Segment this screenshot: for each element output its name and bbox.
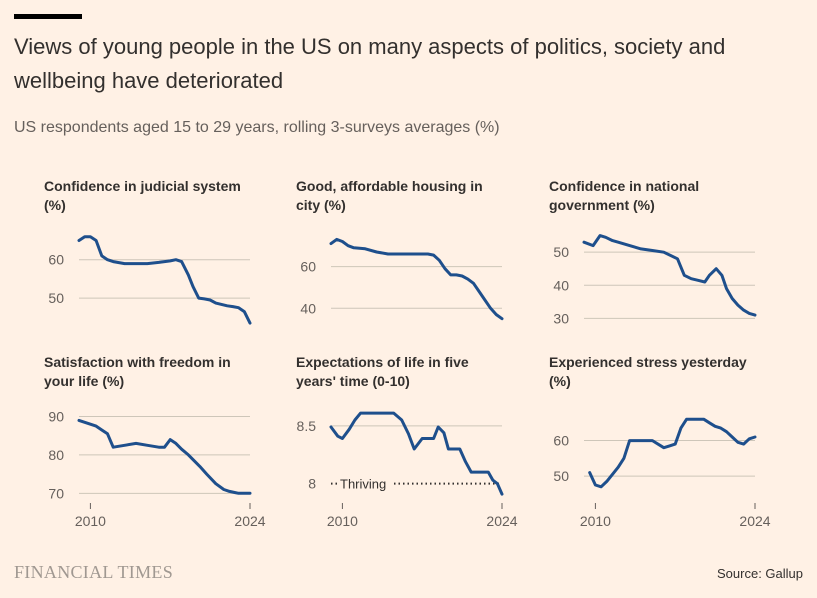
panel-chart: 40 60 (300, 237, 504, 321)
ft-logo: FINANCIAL TIMES (14, 562, 174, 582)
panel-chart: 70 80 90 2010 2024 (48, 409, 265, 529)
panel-chart: 8 8.5 Thriving 2010 2024 (297, 411, 518, 529)
x-tick-label: 2010 (580, 513, 611, 529)
x-tick-label: 2024 (234, 513, 265, 529)
panel-expectations: Expectations of life in five years' time… (266, 353, 518, 529)
panel-title: Experienced stress yesterday (%) (549, 354, 747, 389)
series-line (329, 411, 504, 496)
series-line (77, 235, 252, 325)
x-tick-label: 2024 (486, 513, 517, 529)
panel-title: Confidence in judicial system (%) (44, 178, 241, 213)
y-tick-label: 80 (48, 447, 64, 463)
y-tick-label: 60 (553, 433, 569, 449)
y-tick-label: 60 (48, 252, 64, 268)
source-note: Source: Gallup (717, 566, 803, 581)
y-tick-label: 90 (48, 409, 64, 425)
chart-title: Views of young people in the US on many … (14, 34, 726, 93)
y-tick-label: 60 (300, 259, 316, 275)
y-tick-label: 40 (300, 300, 316, 316)
y-tick-label: 8 (308, 476, 316, 492)
series-line (77, 418, 252, 495)
panel-title: Expectations of life in five years' time… (296, 354, 469, 389)
y-tick-label: 50 (553, 244, 569, 260)
y-tick-label: 40 (553, 277, 569, 293)
panel-stress: Experienced stress yesterday (%) 50 60 201… (519, 353, 771, 529)
x-tick-label: 2010 (327, 513, 358, 529)
panel-housing: Good, affordable housing in city (%) 40 6… (266, 177, 506, 352)
panel-government: Confidence in national government (%) 30… (519, 177, 759, 352)
panel-chart: 50 60 2010 2024 (553, 417, 771, 529)
panel-title: Satisfaction with freedom in your life (… (44, 354, 231, 389)
y-tick-label: 50 (48, 290, 64, 306)
y-tick-label: 70 (48, 485, 64, 501)
panel-title: Confidence in national government (%) (549, 178, 700, 213)
brand-bar (14, 14, 82, 19)
y-tick-label: 30 (553, 310, 569, 326)
y-tick-label: 8.5 (297, 418, 317, 434)
panel-freedom: Satisfaction with freedom in your life (… (14, 353, 266, 529)
y-tick-label: 50 (553, 468, 569, 484)
chart-subtitle: US respondents aged 15 to 29 years, roll… (14, 119, 500, 136)
thriving-label: Thriving (340, 477, 386, 492)
series-line (588, 417, 757, 489)
panel-judicial: Confidence in judicial system (%) 50 60 (14, 177, 254, 352)
series-line (582, 234, 757, 317)
panel-chart: 50 60 (48, 235, 252, 325)
x-tick-label: 2024 (739, 513, 770, 529)
panel-title: Good, affordable housing in city (%) (296, 178, 483, 213)
panel-chart: 30 40 50 (553, 234, 757, 326)
x-tick-label: 2010 (75, 513, 106, 529)
series-line (329, 237, 504, 321)
